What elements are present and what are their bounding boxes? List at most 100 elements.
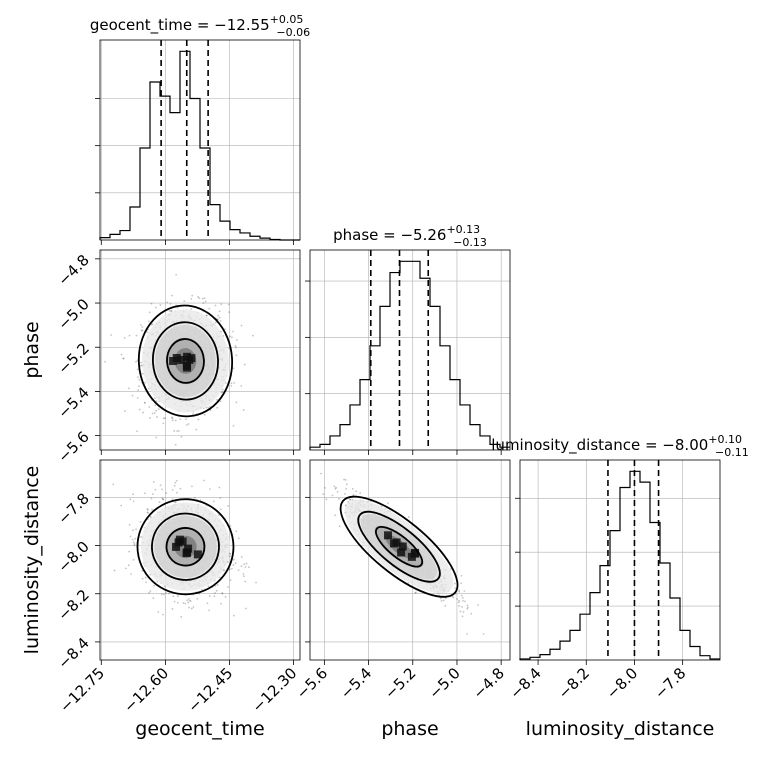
density-peak [183, 363, 192, 372]
sample-point [154, 397, 156, 399]
sample-point [179, 418, 182, 421]
sample-point [331, 494, 334, 497]
sample-point [229, 555, 231, 558]
sample-point [466, 604, 469, 607]
contour-line [165, 527, 206, 567]
sample-point [221, 592, 224, 594]
sample-point [151, 493, 154, 495]
sample-point [190, 297, 193, 300]
y-axis-luminosity-tick-label: −7.8 [54, 489, 92, 527]
sample-point [456, 598, 458, 600]
sample-point [175, 501, 177, 503]
sample-point [132, 541, 135, 544]
sample-point [174, 481, 177, 484]
sample-point [229, 335, 231, 338]
sample-point [224, 381, 227, 384]
sample-point [220, 602, 223, 605]
sample-point [236, 339, 238, 341]
x-axis-luminosity-tick-label: −8.2 [555, 664, 593, 702]
sample-point [171, 417, 174, 420]
sample-point [143, 401, 146, 404]
sample-point [232, 367, 235, 370]
sample-point [458, 605, 461, 607]
sample-point [463, 590, 466, 592]
sample-point [458, 590, 461, 593]
sample-point [237, 537, 240, 540]
sample-point [467, 606, 469, 609]
sample-point [458, 589, 460, 592]
sample-point [151, 323, 154, 326]
sample-point [224, 596, 227, 598]
sample-point [120, 353, 123, 356]
sample-point [159, 304, 162, 306]
sample-point [252, 334, 254, 337]
sample-point [245, 562, 248, 565]
sample-point [349, 498, 351, 501]
sample-point [324, 486, 326, 489]
sample-point [203, 297, 206, 299]
sample-point [133, 542, 136, 545]
y-axis-phase-tick-label: −4.8 [54, 251, 92, 289]
sample-point [163, 593, 165, 596]
hist-frame-luminosity_distance [519, 459, 721, 661]
x-axis-phase-tick-label: −5.2 [381, 664, 419, 702]
sample-point [352, 494, 355, 496]
sample-point [155, 409, 158, 412]
sample-point [198, 297, 201, 300]
sample-point [470, 612, 473, 615]
sample-point [201, 297, 204, 300]
sample-point [159, 484, 162, 487]
x-axis-phase-tick-label: −4.8 [469, 664, 507, 702]
sample-point [242, 573, 245, 575]
sample-point [220, 303, 223, 306]
sample-point [240, 556, 243, 558]
sample-point [414, 591, 417, 594]
contour-line [339, 495, 459, 598]
sample-point [208, 609, 211, 612]
panel-geocent_time-phase [104, 273, 254, 446]
sample-point [205, 314, 208, 317]
sample-point [192, 413, 194, 416]
sample-point [229, 524, 232, 527]
sample-point [191, 294, 194, 297]
sample-point [415, 591, 417, 594]
sample-point [136, 376, 139, 379]
sample-point [234, 562, 237, 565]
sample-point [162, 498, 165, 501]
sample-point [207, 585, 210, 588]
sample-point [171, 294, 173, 297]
sample-point [152, 481, 155, 483]
panel-frame [309, 459, 511, 661]
sample-point [233, 614, 235, 617]
sample-point [155, 436, 158, 439]
sample-point [462, 611, 465, 613]
sample-point [188, 599, 191, 602]
y-axis-label-phase: phase [21, 321, 43, 378]
sample-point [135, 334, 138, 337]
sample-point [243, 575, 245, 578]
density-peak [172, 542, 181, 551]
sample-point [155, 400, 158, 403]
sample-point [142, 411, 144, 414]
sample-point [113, 569, 116, 572]
sample-point [124, 410, 126, 412]
sample-point [230, 384, 233, 387]
sample-point [217, 314, 220, 317]
sample-point [171, 416, 173, 419]
y-axis-phase-tick-label: −5.0 [54, 295, 92, 333]
sample-point [218, 316, 221, 319]
sample-point [208, 595, 211, 597]
sample-point [162, 498, 164, 500]
histogram-geocent_time [99, 50, 300, 241]
hist-frame-phase [309, 249, 511, 451]
sample-point [477, 604, 479, 606]
sample-point [214, 304, 217, 307]
sample-point [460, 594, 463, 597]
sample-point [229, 579, 232, 581]
sample-point [147, 320, 150, 323]
sample-point [129, 498, 132, 501]
sample-point [168, 592, 170, 595]
sample-point [128, 523, 131, 526]
sample-point [173, 484, 176, 487]
sample-point [235, 530, 238, 533]
